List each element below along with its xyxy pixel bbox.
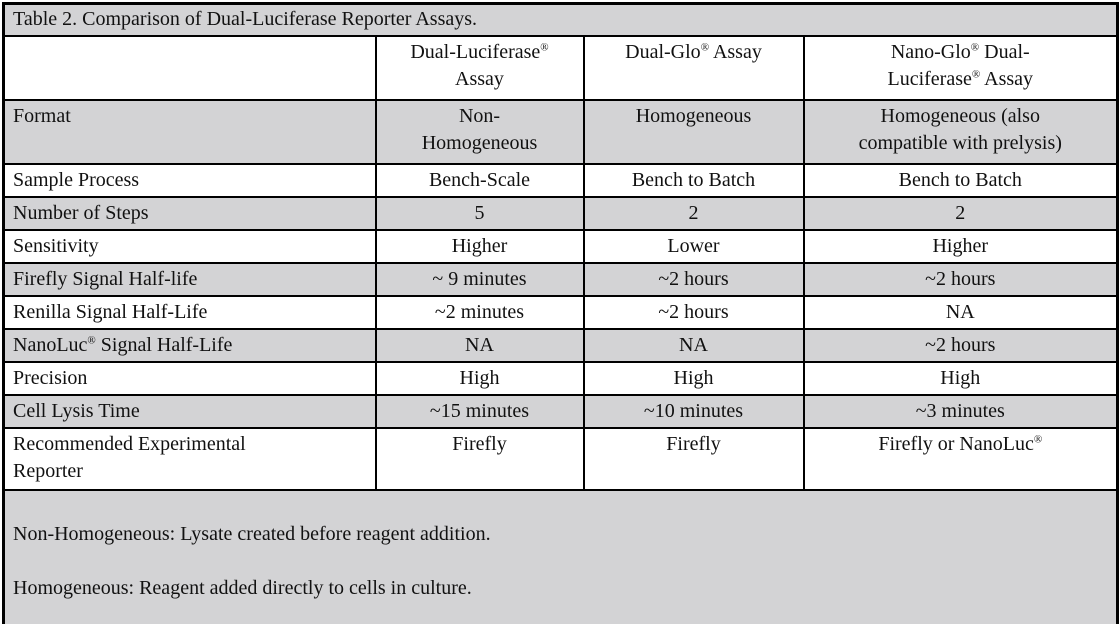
cell: NA: [374, 328, 585, 363]
column-header-dual-glo: Dual-Glo® Assay: [582, 35, 805, 101]
row-label: Number of Steps: [2, 196, 377, 231]
row-label: Cell Lysis Time: [2, 394, 377, 429]
row-label: Renilla Signal Half-Life: [2, 295, 377, 330]
table-row-recommended-reporter: Recommended Experimental Reporter Firefl…: [2, 427, 1119, 491]
cell: Homogeneous: [582, 99, 805, 165]
table-row-number-of-steps: Number of Steps 5 2 2: [2, 196, 1119, 231]
cell: High: [582, 361, 805, 396]
cell: Homogeneous (also compatible with prelys…: [802, 99, 1119, 165]
table-footnotes-row: Non-Homogeneous: Lysate created before r…: [2, 489, 1119, 624]
row-label: Sensitivity: [2, 229, 377, 264]
table-row-nanoluc-half-life: NanoLuc® Signal Half-Life NA NA ~2 hours: [2, 328, 1119, 363]
table-row-renilla-half-life: Renilla Signal Half-Life ~2 minutes ~2 h…: [2, 295, 1119, 330]
table-row-firefly-half-life: Firefly Signal Half-life ~ 9 minutes ~2 …: [2, 262, 1119, 297]
cell: Higher: [374, 229, 585, 264]
cell: Bench to Batch: [582, 163, 805, 198]
table-row-cell-lysis-time: Cell Lysis Time ~15 minutes ~10 minutes …: [2, 394, 1119, 429]
row-label: Firefly Signal Half-life: [2, 262, 377, 297]
footnote-line: Homogeneous: Reagent added directly to c…: [13, 577, 472, 599]
row-label: Sample Process: [2, 163, 377, 198]
cell: High: [374, 361, 585, 396]
table-header-row: Dual-Luciferase® Assay Dual-Glo® Assay N…: [2, 35, 1119, 101]
cell: Firefly: [374, 427, 585, 491]
cell: Bench-Scale: [374, 163, 585, 198]
cell: NA: [802, 295, 1119, 330]
cell: 2: [802, 196, 1119, 231]
cell: Firefly: [582, 427, 805, 491]
cell: ~3 minutes: [802, 394, 1119, 429]
cell: High: [802, 361, 1119, 396]
cell: Lower: [582, 229, 805, 264]
table-row-sample-process: Sample Process Bench-Scale Bench to Batc…: [2, 163, 1119, 198]
row-label: NanoLuc® Signal Half-Life: [2, 328, 377, 363]
cell: 2: [582, 196, 805, 231]
cell: ~2 hours: [582, 295, 805, 330]
cell: Higher: [802, 229, 1119, 264]
table-title-row: Table 2. Comparison of Dual-Luciferase R…: [2, 2, 1119, 37]
cell: ~2 minutes: [374, 295, 585, 330]
footnote-line: Non-Homogeneous: Lysate created before r…: [13, 523, 491, 545]
cell: ~ 9 minutes: [374, 262, 585, 297]
cell: Non- Homogeneous: [374, 99, 585, 165]
cell: ~2 hours: [802, 328, 1119, 363]
column-header-dual-luciferase: Dual-Luciferase® Assay: [374, 35, 585, 101]
table-row-sensitivity: Sensitivity Higher Lower Higher: [2, 229, 1119, 264]
cell: ~2 hours: [802, 262, 1119, 297]
cell: NA: [582, 328, 805, 363]
table-title: Table 2. Comparison of Dual-Luciferase R…: [2, 2, 1119, 37]
cell: ~10 minutes: [582, 394, 805, 429]
cell: ~2 hours: [582, 262, 805, 297]
row-label: Recommended Experimental Reporter: [2, 427, 377, 491]
column-header-nano-glo: Nano-Glo® Dual- Luciferase® Assay: [802, 35, 1119, 101]
row-label: Format: [2, 99, 377, 165]
table-row-format: Format Non- Homogeneous Homogeneous Homo…: [2, 99, 1119, 165]
footnotes: Non-Homogeneous: Lysate created before r…: [2, 489, 1119, 624]
row-label: Precision: [2, 361, 377, 396]
table-row-precision: Precision High High High: [2, 361, 1119, 396]
column-header-empty: [2, 35, 377, 101]
cell: 5: [374, 196, 585, 231]
cell: Bench to Batch: [802, 163, 1119, 198]
cell: Firefly or NanoLuc®: [802, 427, 1119, 491]
cell: ~15 minutes: [374, 394, 585, 429]
